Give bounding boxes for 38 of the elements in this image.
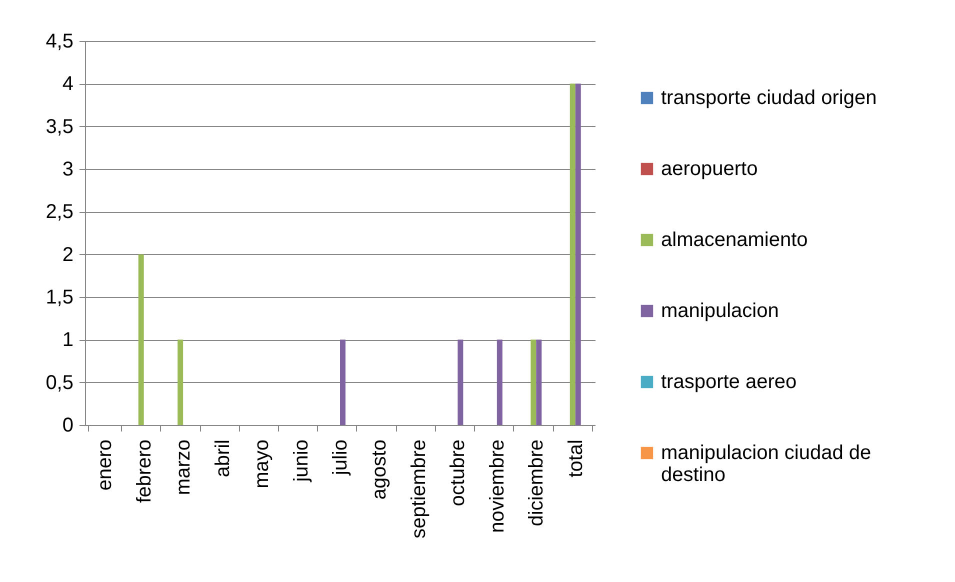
bar [536, 340, 542, 425]
y-tick-label: 4 [62, 73, 74, 96]
legend-label: almacenamiento [661, 229, 808, 251]
y-tick-label: 3 [62, 158, 74, 180]
legend-label: trasporte aereo [661, 371, 797, 393]
legend-label: aeropuerto [661, 158, 758, 180]
bar [340, 340, 346, 425]
x-tick-label: julio [330, 440, 352, 476]
y-tick-label: 1 [62, 329, 74, 352]
y-tick-label: 3,5 [46, 116, 74, 138]
legend-label: transporte ciudad origen [661, 87, 877, 109]
x-tick-label: total [564, 440, 587, 478]
y-tick-label: 4,5 [46, 30, 74, 52]
x-tick-label: noviembre [486, 440, 508, 533]
x-tick-label: diciembre [526, 440, 548, 526]
x-tick-label: marzo [172, 440, 195, 496]
y-tick-label: 2,5 [46, 201, 74, 224]
x-tick-label: mayo [251, 440, 274, 488]
legend-label: manipulacion ciudad de destino [661, 442, 872, 486]
bar [458, 340, 464, 425]
x-tick-label: febrero [133, 440, 156, 503]
legend-label: manipulacion [661, 300, 779, 322]
bar [575, 84, 581, 425]
y-tick-label: 0 [62, 414, 74, 436]
x-tick-label: octubre [447, 440, 470, 506]
bar [530, 340, 536, 425]
bar [496, 340, 502, 425]
x-tick-label: septiembre [408, 440, 430, 538]
bar [570, 84, 576, 425]
y-tick-label: 1,5 [46, 286, 74, 308]
x-tick-label: enero [94, 440, 116, 491]
y-tick-label: 0,5 [46, 372, 74, 394]
y-tick-label: 2 [62, 244, 74, 266]
bar [178, 340, 184, 425]
x-tick-label: abril [212, 440, 234, 478]
bar [138, 254, 144, 425]
x-tick-label: agosto [368, 440, 391, 500]
x-tick-label: junio [290, 440, 312, 483]
